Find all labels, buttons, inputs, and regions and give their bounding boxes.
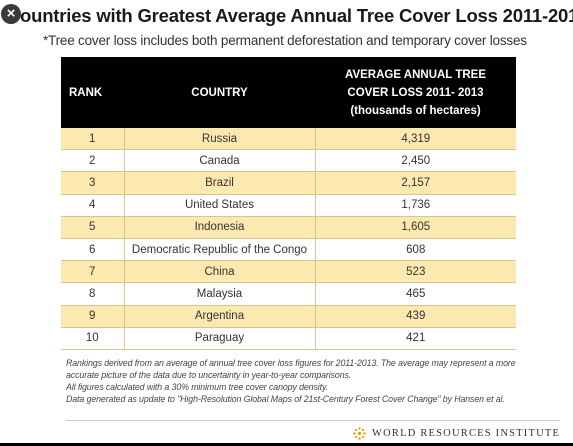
rank-cell: 9 <box>61 305 124 328</box>
table-row: 8 Malaysia 465 <box>61 282 516 306</box>
rank-cell: 4 <box>61 194 124 217</box>
table-row: 6 Democratic Republic of the Congo 608 <box>61 238 516 262</box>
loss-cell: 421 <box>315 327 516 350</box>
loss-cell: 523 <box>315 260 516 284</box>
loss-header-line2: COVER LOSS 2011- 2013 <box>347 86 484 99</box>
country-cell: Democratic Republic of the Congo <box>123 238 316 262</box>
rank-cell: 2 <box>61 149 124 173</box>
loss-header-line1: AVERAGE ANNUAL TREE <box>345 68 486 81</box>
table-row: 1 Russia 4,319 <box>61 128 516 151</box>
footnotes: Rankings derived from an average of annu… <box>66 357 566 405</box>
wri-name: WORLD RESOURCES INSTITUTE <box>372 427 561 439</box>
country-cell: Brazil <box>123 171 316 195</box>
close-icon[interactable]: × <box>1 4 21 24</box>
loss-cell: 1,605 <box>315 216 516 239</box>
footnote-line: Data generated as update to "High-Resolu… <box>66 394 505 404</box>
table-row: 3 Brazil 2,157 <box>61 171 516 195</box>
loss-header-line3: (thousands of hectares) <box>350 104 481 117</box>
rank-cell: 8 <box>61 282 124 306</box>
table-row: 10 Paraguay 421 <box>61 327 516 350</box>
rank-cell: 5 <box>61 216 124 239</box>
rank-cell: 10 <box>61 327 124 350</box>
footnote-line: All figures calculated with a 30% minimu… <box>66 382 328 392</box>
loss-cell: 608 <box>315 238 516 262</box>
loss-cell: 2,450 <box>315 149 516 173</box>
footnote-line: accurate picture of the data due to unce… <box>66 370 352 380</box>
loss-cell: 4,319 <box>315 128 516 151</box>
country-cell: Paraguay <box>123 327 316 350</box>
table-header-row: RANK COUNTRY AVERAGE ANNUAL TREE COVER L… <box>61 57 516 128</box>
page-subtitle: *Tree cover loss includes both permanent… <box>43 33 527 48</box>
country-cell: Russia <box>123 128 316 151</box>
loss-cell: 2,157 <box>315 171 516 195</box>
rank-cell: 7 <box>61 260 124 284</box>
country-cell: China <box>123 260 316 284</box>
page-title: ountries with Greatest Average Annual Tr… <box>20 5 573 26</box>
bottom-border <box>0 443 573 446</box>
rank-cell: 3 <box>61 171 124 195</box>
country-cell: Argentina <box>123 305 316 328</box>
wri-logo-icon <box>353 426 366 440</box>
table-row: 2 Canada 2,450 <box>61 149 516 173</box>
table-row: 7 China 523 <box>61 260 516 284</box>
rank-cell: 6 <box>61 238 124 262</box>
loss-cell: 465 <box>315 282 516 306</box>
rank-cell: 1 <box>61 128 124 151</box>
country-cell: Canada <box>123 149 316 173</box>
table-row: 9 Argentina 439 <box>61 305 516 328</box>
tree-cover-loss-table: RANK COUNTRY AVERAGE ANNUAL TREE COVER L… <box>61 57 516 350</box>
loss-column-header: AVERAGE ANNUAL TREE COVER LOSS 2011- 201… <box>315 57 516 128</box>
country-column-header: COUNTRY <box>124 57 315 128</box>
country-cell: Indonesia <box>123 216 316 239</box>
footer-divider <box>66 420 560 421</box>
loss-cell: 439 <box>315 305 516 328</box>
loss-cell: 1,736 <box>315 194 516 217</box>
country-cell: Malaysia <box>123 282 316 306</box>
table-row: 5 Indonesia 1,605 <box>61 216 516 239</box>
wri-attribution: WORLD RESOURCES INSTITUTE <box>353 426 560 440</box>
footnote-line: Rankings derived from an average of annu… <box>66 358 516 368</box>
table-row: 4 United States 1,736 <box>61 194 516 217</box>
rank-column-header: RANK <box>61 57 124 128</box>
country-cell: United States <box>123 194 316 217</box>
